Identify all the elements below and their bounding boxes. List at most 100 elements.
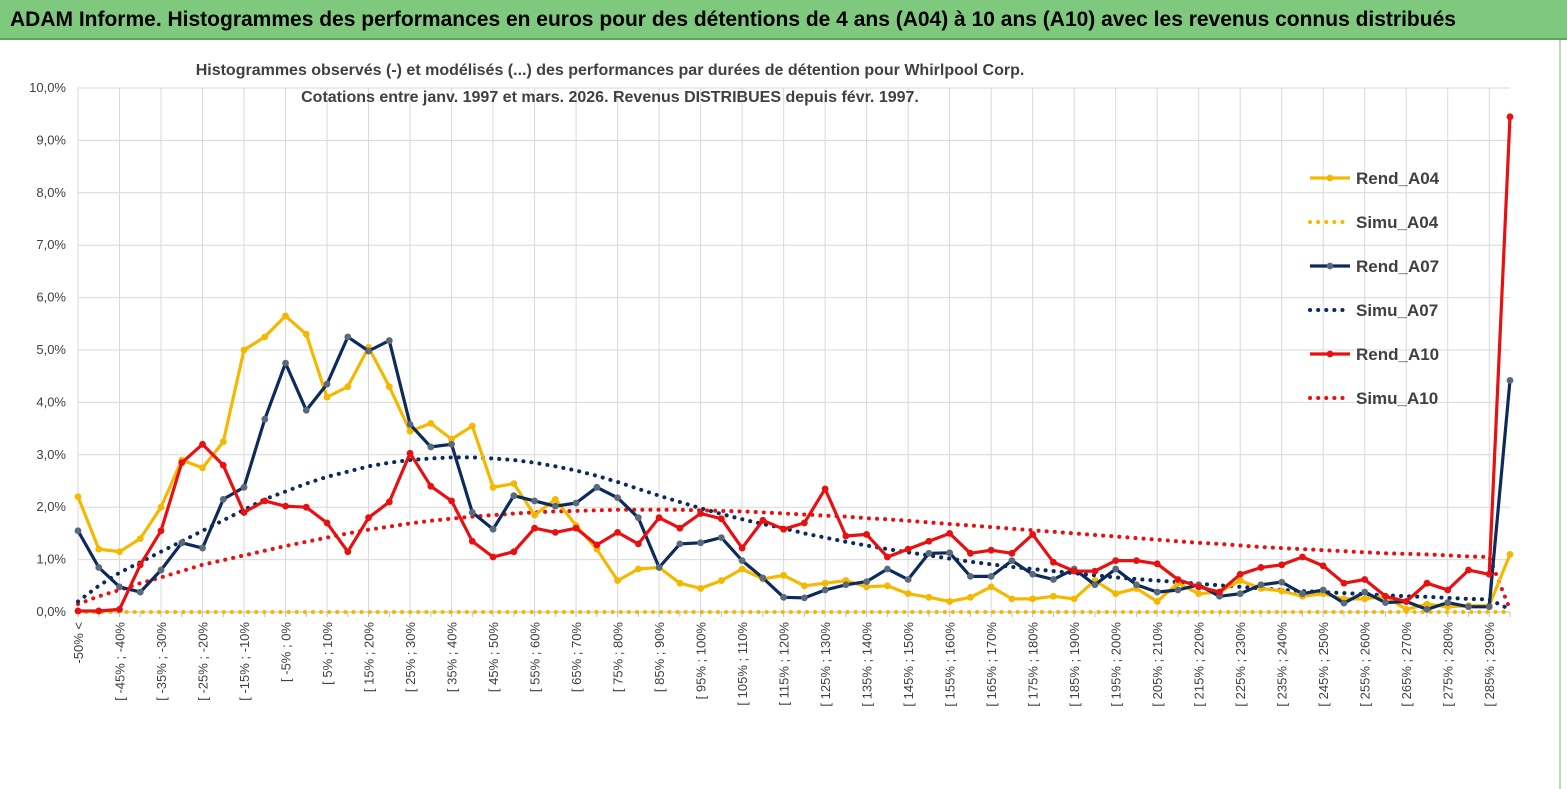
performance-histogram-chart: 0,0% 1,0% 2,0% 3,0% 4,0% 5,0% 6,0% 7,0% 8,0% 9,0%… [29, 62, 1514, 707]
frame-edge [1559, 40, 1561, 789]
x-tick-label: [ 235% ; 240% [1275, 622, 1290, 707]
chart-title-line-1: Histogrammes observés (-) et modélisés (… [196, 62, 1025, 79]
data-point [178, 459, 186, 467]
data-point [676, 540, 684, 548]
data-point [1506, 113, 1514, 121]
legend-label: Rend_A04 [1356, 169, 1440, 188]
data-point [323, 393, 331, 401]
x-tick-label: [ 225% ; 230% [1233, 622, 1248, 707]
data-point [967, 593, 974, 601]
data-point [1402, 598, 1410, 605]
data-point [261, 415, 269, 423]
series-rend-a10 [74, 113, 1514, 615]
data-point [655, 564, 663, 571]
data-point [282, 312, 289, 320]
data-point [1465, 566, 1472, 574]
data-point [738, 544, 746, 552]
data-point [800, 519, 808, 527]
data-point [1029, 531, 1037, 538]
data-point [406, 427, 414, 435]
data-point [842, 581, 850, 589]
data-point [1361, 595, 1369, 603]
data-point [614, 528, 621, 536]
data-point [1423, 605, 1431, 613]
data-point [95, 607, 103, 615]
legend-item: Rend_A10 [1310, 345, 1439, 364]
data-point [863, 578, 871, 586]
data-point [1236, 570, 1244, 578]
data-point [925, 593, 933, 601]
data-point [323, 380, 331, 388]
x-tick-label: [ 125% ; 130% [818, 622, 833, 707]
data-point [178, 539, 186, 547]
y-tick-label: 9,0% [36, 132, 66, 147]
data-point [1195, 590, 1203, 598]
report-banner-title: ADAM Informe. Histogrammes des performan… [0, 0, 1567, 40]
x-tick-label: [ 285% ; 290% [1482, 622, 1497, 707]
x-tick-label: [ 65% ; 70% [569, 622, 584, 693]
data-point [883, 553, 891, 561]
x-tick-label: [ 185% ; 190% [1067, 622, 1082, 707]
data-point [406, 421, 414, 428]
data-point [904, 590, 912, 598]
data-point [219, 495, 227, 503]
data-point [780, 593, 788, 601]
legend: Rend_A04 Simu_A04 Rend_A07 Simu_A07 Rend_A10… [1308, 169, 1440, 408]
data-point [240, 483, 248, 491]
gridlines [77, 87, 1510, 613]
data-point [1299, 553, 1306, 561]
data-point [925, 549, 933, 557]
legend-label: Simu_A10 [1356, 389, 1438, 408]
data-point [1070, 567, 1078, 575]
data-point [780, 571, 788, 579]
series-lines [74, 113, 1514, 615]
data-point [448, 497, 455, 505]
data-point [261, 333, 269, 341]
y-tick-label: 7,0% [36, 237, 66, 252]
data-point [738, 565, 746, 573]
x-tick-label: [ 145% ; 150% [901, 622, 916, 707]
data-point [697, 539, 705, 547]
data-point [1112, 590, 1120, 598]
x-tick-label: [ 255% ; 260% [1358, 622, 1373, 707]
data-point [697, 510, 705, 517]
data-point [385, 383, 393, 391]
data-point [489, 525, 497, 533]
data-point [717, 577, 725, 584]
data-point [531, 497, 538, 505]
data-point [634, 540, 642, 548]
data-point [842, 532, 850, 540]
data-point [1382, 592, 1389, 600]
data-point [1174, 576, 1182, 583]
data-point [323, 519, 331, 527]
series-rend-a07 [74, 333, 1514, 613]
data-point [282, 359, 289, 367]
x-tick-label: [ 105% ; 110% [735, 622, 750, 706]
data-point [1402, 605, 1410, 613]
data-point [1112, 557, 1120, 565]
data-point [531, 511, 538, 519]
data-point [1485, 570, 1493, 578]
series-simu-a10 [76, 507, 1512, 612]
y-tick-label: 10,0% [29, 80, 66, 95]
x-tick-label: [ -25% ; -20% [196, 622, 211, 701]
data-point [1278, 578, 1286, 586]
data-point [1236, 590, 1244, 598]
x-tick-label: -50% < [71, 622, 86, 664]
data-point [365, 347, 372, 355]
data-point [219, 438, 227, 446]
y-tick-label: 8,0% [36, 185, 66, 200]
data-point [614, 494, 621, 502]
data-point [199, 440, 206, 448]
data-point [1050, 558, 1057, 566]
data-point [302, 406, 310, 414]
data-point [593, 541, 601, 549]
data-point [136, 561, 144, 569]
x-tick-label: [ 45% ; 50% [486, 622, 501, 693]
data-point [136, 535, 144, 543]
data-point [780, 525, 788, 533]
data-point [946, 598, 954, 605]
data-point [468, 509, 476, 516]
data-point [1153, 560, 1161, 568]
axes: 0,0% 1,0% 2,0% 3,0% 4,0% 5,0% 6,0% 7,0% 8,0% 9,0%… [29, 80, 1511, 707]
